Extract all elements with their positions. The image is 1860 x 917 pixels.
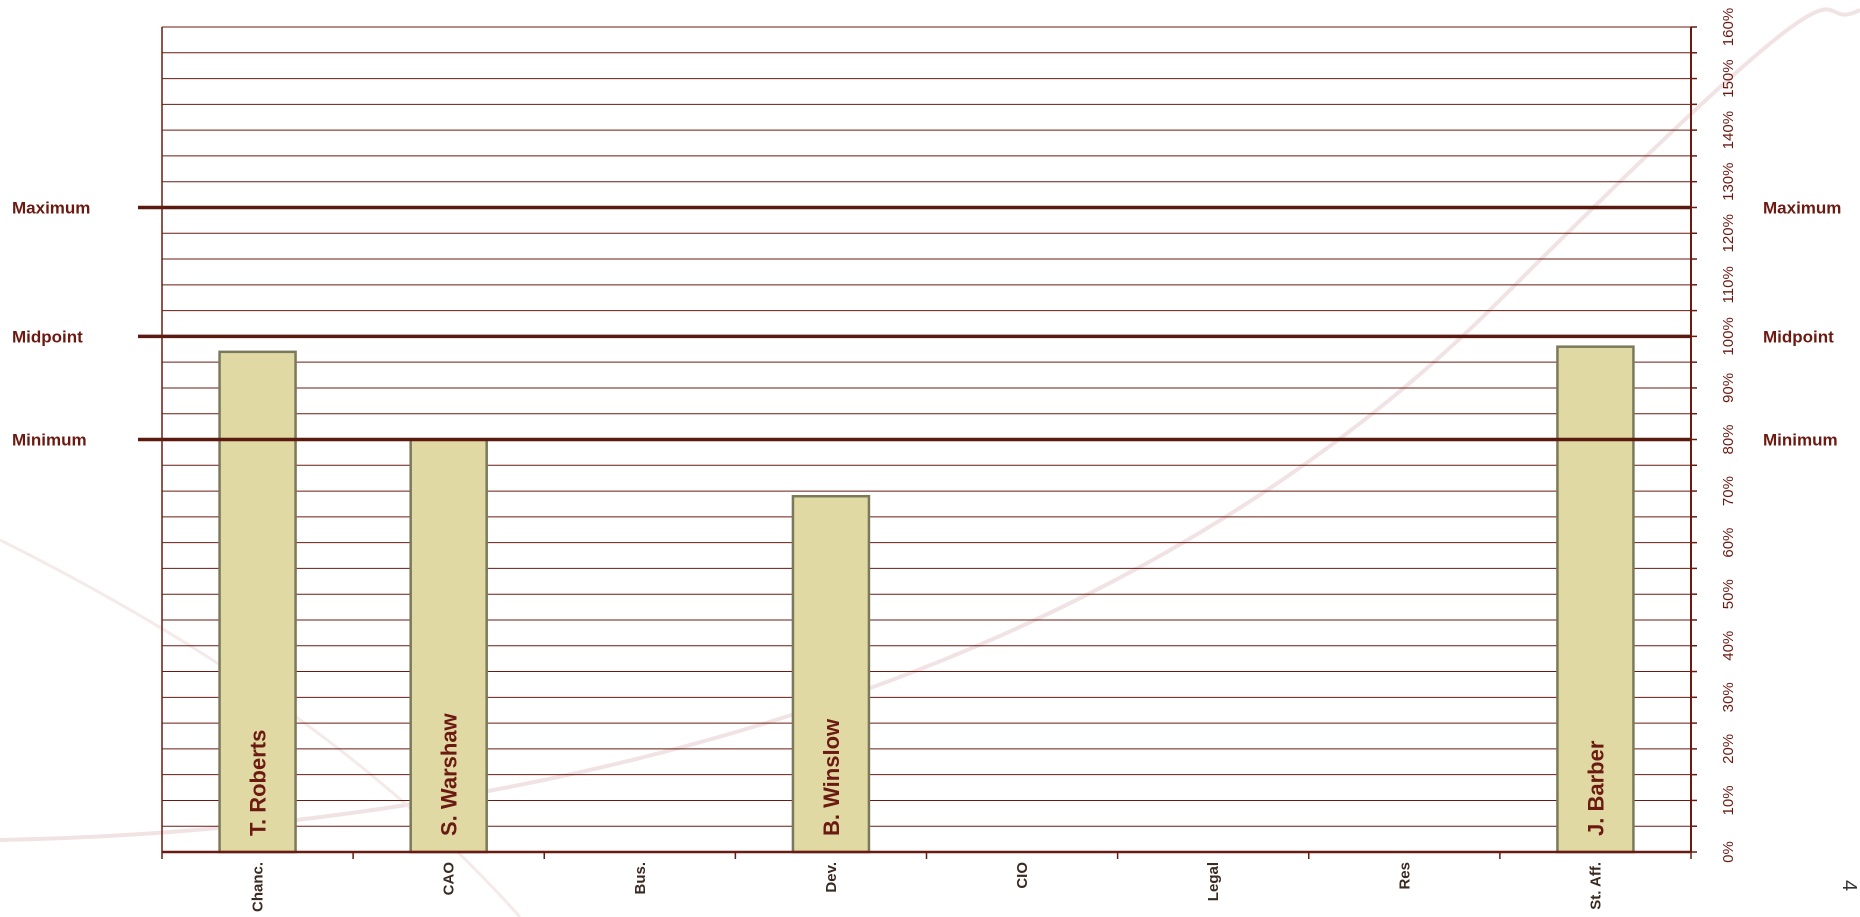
x-tick-label: Bus.: [632, 862, 649, 895]
bar: [791, 494, 871, 854]
bars: [218, 345, 1635, 854]
bar-label: T. Roberts: [246, 730, 271, 836]
axes: [161, 26, 1697, 859]
y-tick-label: 80%: [1720, 424, 1737, 454]
x-tick-label: Dev.: [823, 862, 840, 893]
y-tick-label: 130%: [1720, 163, 1737, 201]
y-tick-label: 140%: [1720, 111, 1737, 149]
x-tick-label: Chanc.: [250, 862, 267, 912]
labels: T. Roberts S. Warshaw B. Winslow J. Barber M…: [12, 8, 1841, 912]
y-tick-label: 20%: [1720, 734, 1737, 764]
y-tick-label: 40%: [1720, 631, 1737, 661]
reference-label-left: Maximum: [12, 198, 90, 217]
reference-label-right: Midpoint: [1763, 327, 1834, 346]
x-tick-label: Res: [1396, 862, 1413, 890]
y-tick-label: 70%: [1720, 476, 1737, 506]
y-tick-label: 100%: [1720, 317, 1737, 355]
x-tick-label: St. Aff.: [1587, 862, 1604, 910]
reference-label-left: Minimum: [12, 431, 87, 450]
bar-label: S. Warshaw: [437, 712, 462, 836]
y-tick-label: 0%: [1720, 841, 1737, 863]
reference-lines: [138, 205, 1691, 442]
bar: [409, 438, 488, 854]
reference-label-left: Midpoint: [12, 327, 83, 346]
y-tick-label: 60%: [1720, 528, 1737, 558]
y-tick-label: 120%: [1720, 214, 1737, 252]
y-tick-label: 10%: [1720, 785, 1737, 815]
bar-label: J. Barber: [1583, 740, 1608, 836]
bar-label: B. Winslow: [819, 718, 844, 836]
y-tick-label: 160%: [1720, 8, 1737, 46]
y-tick-label: 150%: [1720, 59, 1737, 97]
y-tick-label: 30%: [1720, 682, 1737, 712]
x-tick-label: CAO: [441, 862, 458, 896]
reference-label-right: Minimum: [1763, 431, 1838, 450]
bar: [218, 350, 297, 854]
reference-label-right: Maximum: [1763, 198, 1841, 217]
y-tick-label: 110%: [1720, 266, 1737, 303]
y-tick-label: 90%: [1720, 373, 1737, 403]
y-tick-label: 50%: [1720, 579, 1737, 609]
page-number: 4: [1838, 880, 1860, 891]
x-tick-label: Legal: [1205, 862, 1222, 901]
x-tick-label: CIO: [1014, 862, 1031, 889]
